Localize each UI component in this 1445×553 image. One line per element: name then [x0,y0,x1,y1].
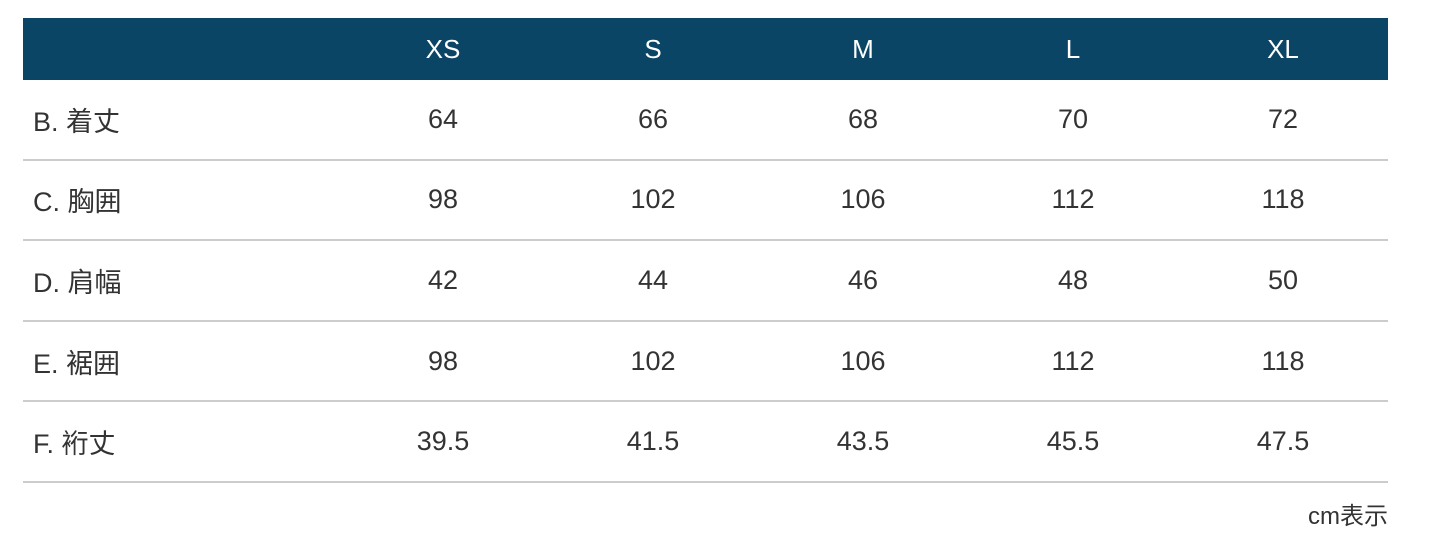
table-row-hem-width: E. 裾囲 98 102 106 112 118 [23,322,1388,403]
header-cell-size-xl: XL [1267,34,1299,64]
measurement-cell: 47.5 [1256,426,1310,457]
row-label: C. 胸囲 [33,187,122,218]
measurement-cell: 98 [427,184,459,215]
measurement-cell: 50 [1267,264,1299,295]
size-chart-header-row: XS S M L XL [23,18,1388,80]
measurement-cell: 106 [840,184,886,215]
measurement-cell: 66 [637,103,669,134]
measurement-cell: 42 [427,264,459,295]
measurement-cell: 41.5 [626,426,680,457]
measurement-cell: 72 [1267,103,1299,134]
measurement-cell: 112 [1051,345,1095,376]
measurement-cell: 39.5 [416,426,470,457]
header-cell-size-s: S [644,34,662,64]
measurement-cell: 102 [630,184,676,215]
measurement-cell: 48 [1057,264,1089,295]
row-label: E. 裾囲 [33,348,121,379]
measurement-cell: 44 [637,264,669,295]
table-row-sleeve-length: F. 裄丈 39.5 41.5 43.5 45.5 47.5 [23,402,1388,483]
measurement-cell: 106 [840,345,886,376]
header-cell-size-l: L [1065,34,1081,64]
measurement-cell: 112 [1051,184,1095,215]
measurement-cell: 43.5 [836,426,890,457]
header-cell-size-m: M [852,34,874,64]
unit-note: cm表示 [1308,503,1388,530]
measurement-cell: 118 [1261,184,1305,215]
measurement-cell: 64 [427,103,459,134]
header-cell-size-xs: XS [425,34,461,64]
table-row-body-length: B. 着丈 64 66 68 70 72 [23,80,1388,161]
measurement-cell: 45.5 [1046,426,1100,457]
measurement-cell: 118 [1261,345,1305,376]
row-label: D. 肩幅 [33,267,122,298]
table-row-chest: C. 胸囲 98 102 106 112 118 [23,161,1388,242]
measurement-cell: 102 [630,345,676,376]
measurement-cell: 70 [1057,103,1089,134]
row-label: B. 着丈 [33,106,121,137]
measurement-cell: 68 [847,103,879,134]
size-chart-table: XS S M L XL B. 着丈 64 66 68 70 72 C. 胸囲 9… [23,18,1388,483]
measurement-cell: 98 [427,345,459,376]
measurement-cell: 46 [847,264,879,295]
row-label: F. 裄丈 [33,429,116,460]
table-row-shoulder-width: D. 肩幅 42 44 46 48 50 [23,241,1388,322]
